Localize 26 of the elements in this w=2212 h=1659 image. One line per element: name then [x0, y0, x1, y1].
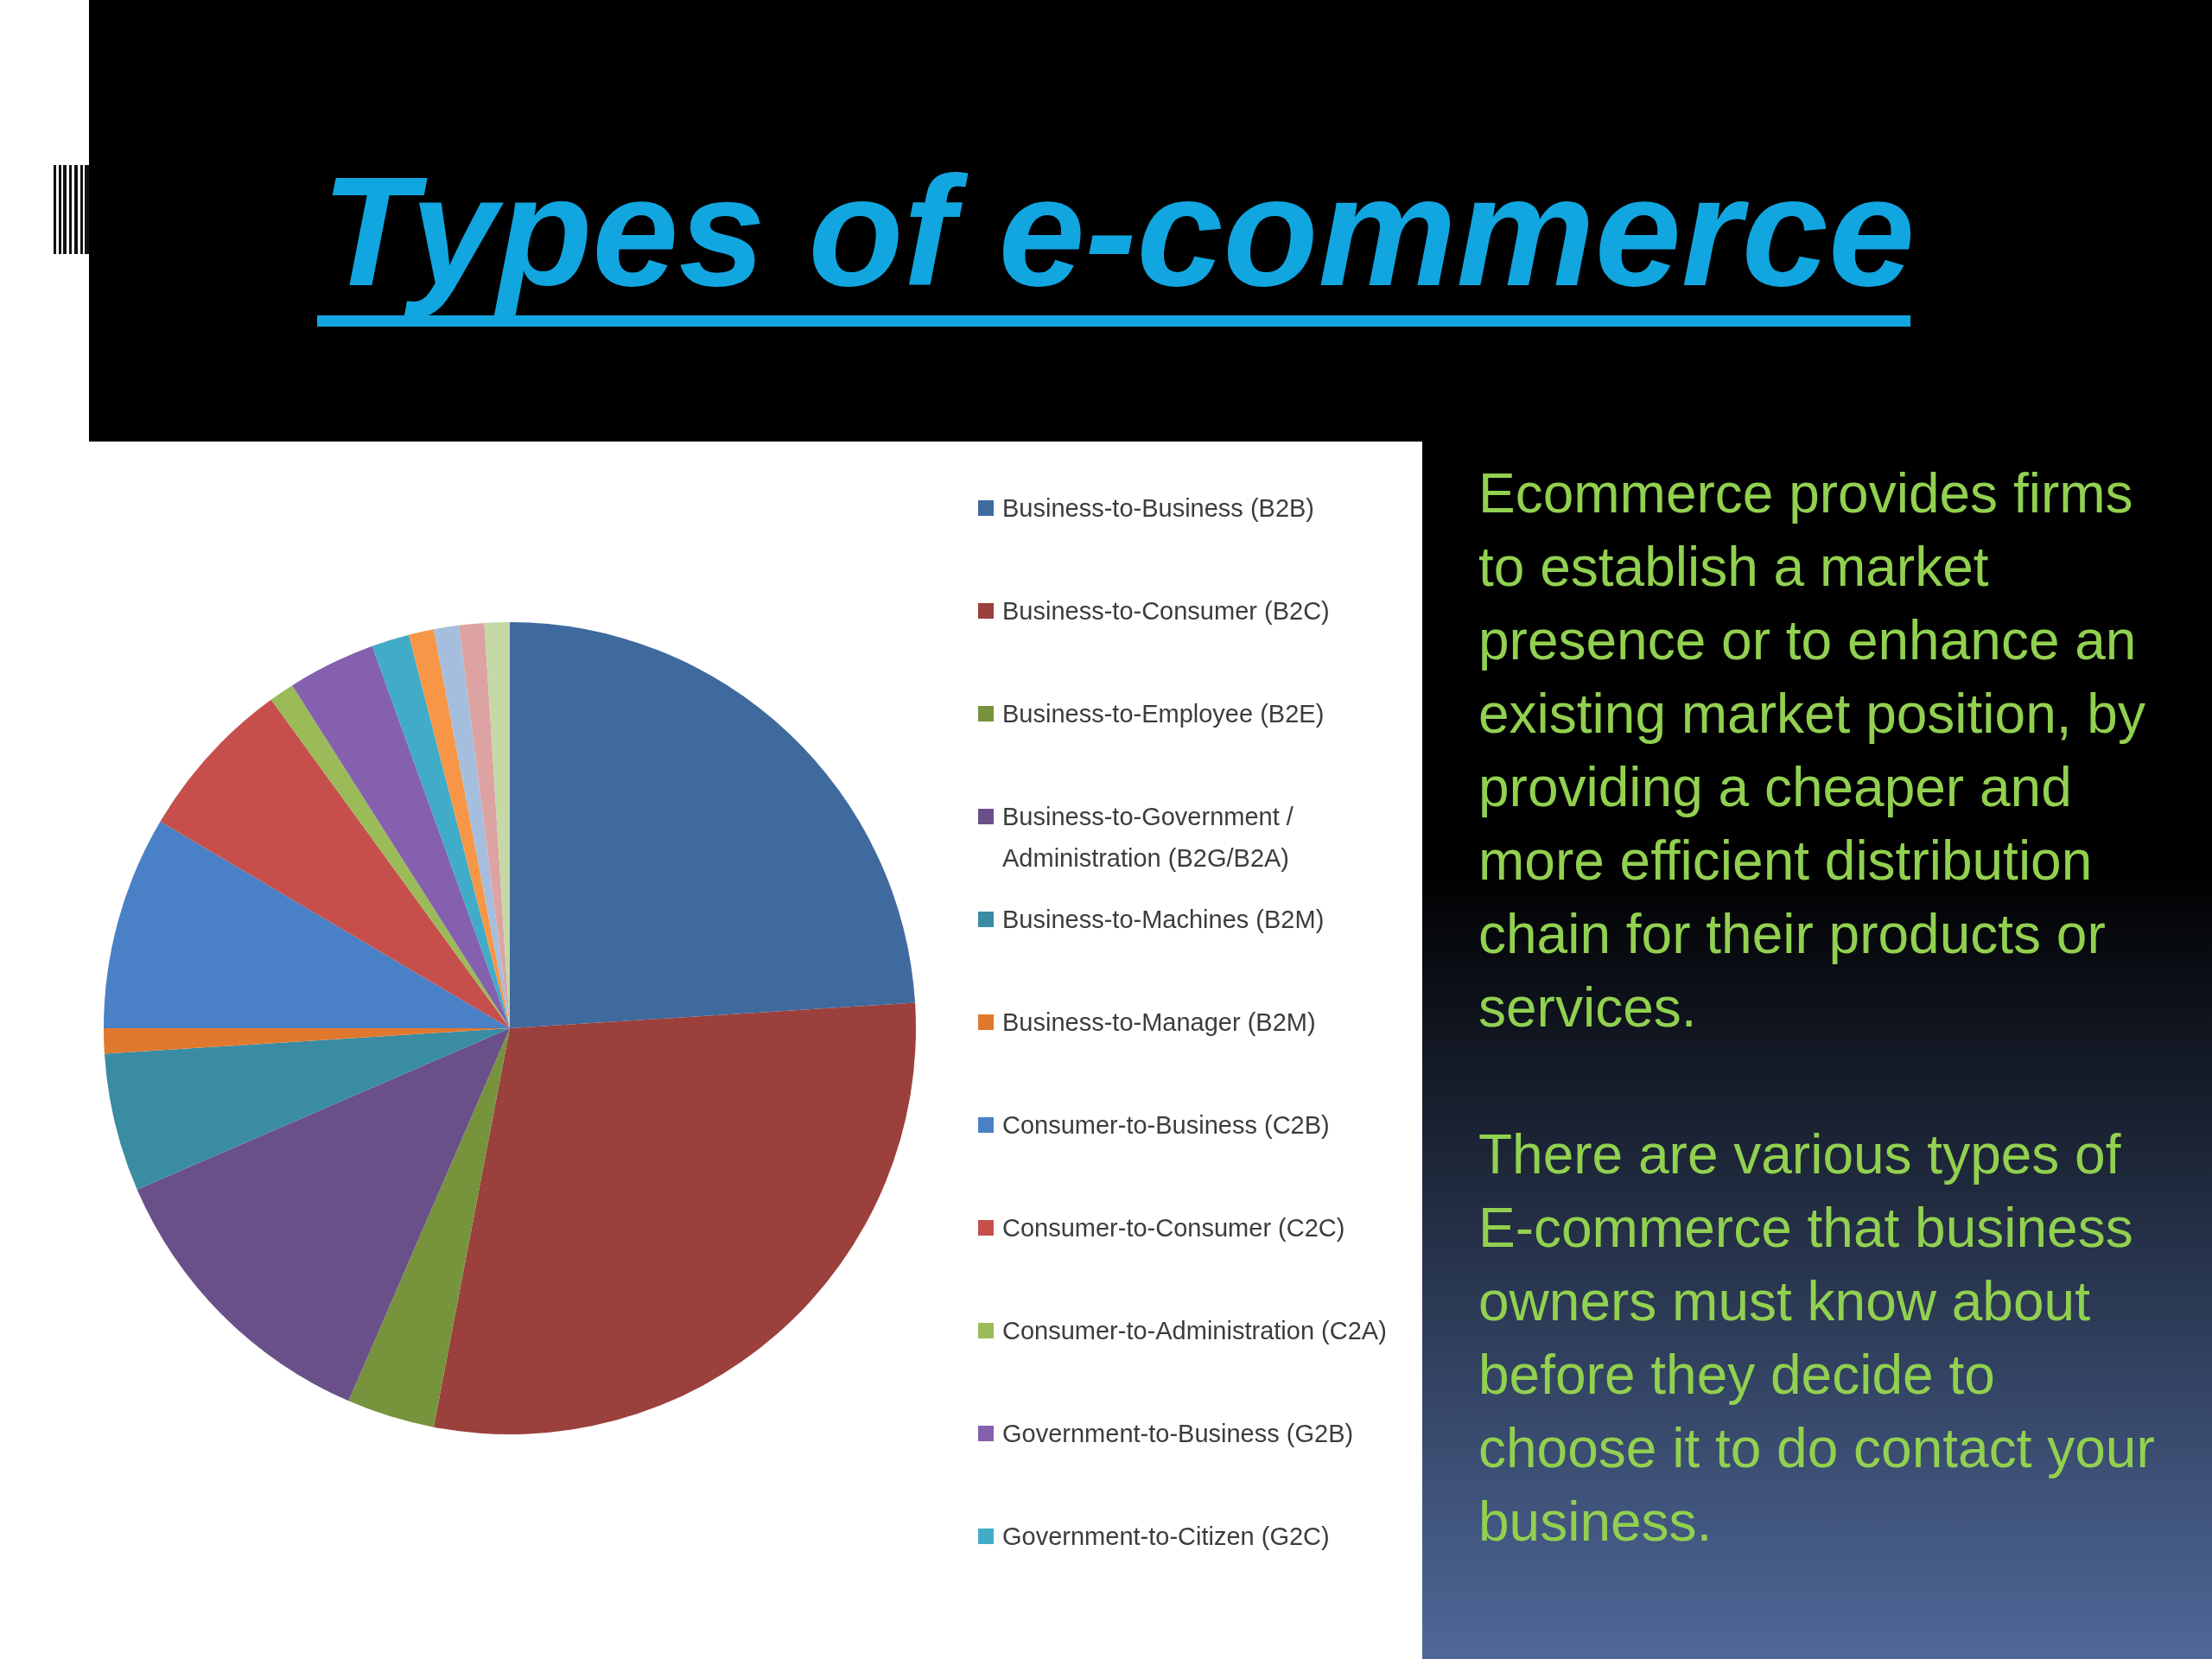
pie-slice	[433, 625, 510, 1028]
legend-label: Consumer-to-Consumer (C2C)	[1002, 1214, 1345, 1242]
chart-title: Types of e-commerce	[321, 144, 1916, 318]
legend-label: Business-to-Consumer (B2C)	[1002, 597, 1330, 625]
pie-slice	[104, 1028, 510, 1190]
pie-slice	[104, 821, 510, 1028]
legend-label: Business-to-Government / Administration (B2G/B2A)	[1002, 803, 1294, 872]
pie-slice	[160, 699, 510, 1028]
legend-label: Government-to-Business (G2B)	[1002, 1420, 1354, 1447]
legend-label: Business-to-Machines (B2M)	[1002, 906, 1325, 933]
pie-slice	[348, 1028, 510, 1427]
pie-slice	[510, 622, 916, 1028]
legend-label: Government-to-Citizen (G2C)	[1002, 1522, 1330, 1550]
pie-slice	[137, 1028, 510, 1402]
legend-label: Consumer-to-Business (C2B)	[1002, 1111, 1330, 1139]
pie-slice	[433, 1002, 916, 1434]
text: There are various types of E-commerce that business owners must know about before they decide to choose it to do contact your business.	[1478, 1123, 2155, 1553]
text: Ecommerce provides firms to establish a market presence or to enhance an existing market position, by providing a cheaper and more efficient distribution chain for their products or services.	[1478, 462, 2145, 1039]
legend-label: Business-to-Business (B2B)	[1002, 494, 1315, 522]
pie-slice	[372, 634, 510, 1028]
legend-label: Consumer-to-Administration (C2A)	[1002, 1317, 1387, 1344]
legend-label: Business-to-Manager (B2M)	[1002, 1008, 1316, 1036]
pie-slice	[409, 629, 510, 1028]
legend-label: Business-to-Employee (B2E)	[1002, 700, 1325, 728]
pie-slice	[270, 685, 510, 1028]
pie-slice	[292, 645, 510, 1028]
